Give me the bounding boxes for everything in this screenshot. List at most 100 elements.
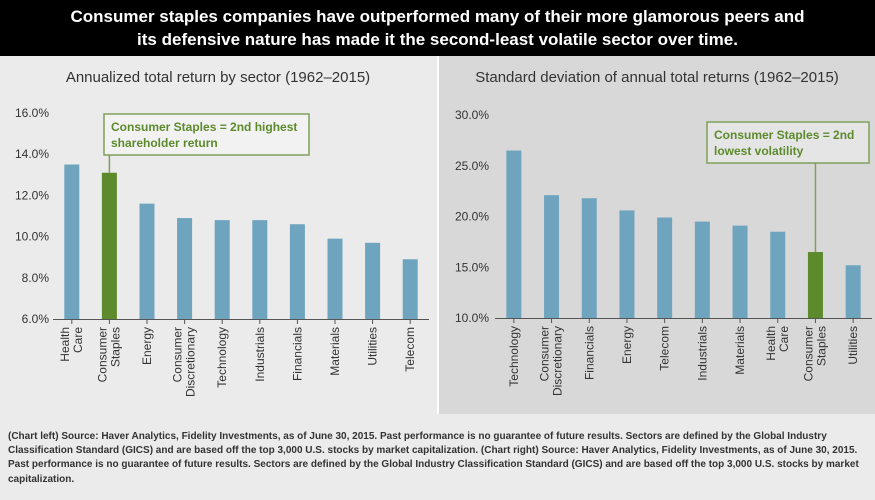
annotation-text: Consumer Staples = 2nd — [714, 128, 854, 142]
x-tick-label-line: Care — [71, 327, 85, 353]
x-tick-label: Industrials — [695, 326, 709, 381]
headline-line-1: Consumer staples companies have outperfo… — [70, 7, 805, 26]
volatility-by-sector-chart: Standard deviation of annual total retur… — [455, 69, 872, 396]
bar-industrials — [694, 221, 710, 318]
bar-consumer-staples — [101, 172, 117, 319]
x-tick-label: Materials — [328, 327, 342, 376]
x-tick-label-group: Financials — [290, 327, 304, 381]
x-tick-label-line: Consumer — [801, 326, 815, 381]
x-tick-label-line: Consumer — [171, 327, 185, 382]
x-tick-label-line: Financials — [582, 326, 596, 380]
x-tick-label: Technology — [215, 327, 229, 388]
x-tick-label-group: Materials — [733, 326, 747, 375]
x-tick-label-line: Energy — [620, 326, 634, 364]
x-tick-label-line: Consumer — [538, 326, 552, 381]
x-tick-label: Energy — [140, 327, 154, 365]
x-tick-label-line: Materials — [733, 326, 747, 375]
y-tick-label: 30.0% — [455, 108, 489, 122]
annotation-text: Consumer Staples = 2nd highest — [111, 120, 297, 134]
return-by-sector-chart: Annualized total return by sector (1962–… — [15, 69, 429, 397]
x-tick-label: Financials — [290, 327, 304, 381]
x-tick-label: ConsumerDiscretionary — [171, 327, 198, 397]
y-tick-label: 14.0% — [15, 147, 49, 161]
x-tick-label: Financials — [582, 326, 596, 380]
x-tick-label-group: Energy — [620, 326, 634, 364]
x-tick-label-group: Utilities — [366, 327, 380, 366]
bar-consumer-discretionary — [544, 195, 560, 318]
x-tick-label: Utilities — [366, 327, 380, 366]
x-tick-label-group: ConsumerDiscretionary — [538, 326, 565, 396]
x-tick-label-group: Industrials — [253, 327, 267, 382]
chart-title: Standard deviation of annual total retur… — [475, 69, 839, 86]
x-tick-label-line: Staples — [814, 326, 828, 366]
x-tick-label: Industrials — [253, 327, 267, 382]
bar-telecom — [402, 259, 418, 319]
annotation-text: lowest volatility — [714, 144, 804, 158]
y-tick-label: 8.0% — [22, 271, 50, 285]
panel-divider — [437, 56, 439, 414]
x-tick-label-group: Energy — [140, 327, 154, 365]
x-tick-label-group: HealthCare — [764, 326, 791, 361]
right-chart-panel: Standard deviation of annual total retur… — [439, 56, 875, 414]
x-tick-label-line: Staples — [108, 327, 122, 367]
x-tick-label-line: Financials — [290, 327, 304, 381]
bar-technology — [506, 150, 522, 318]
bar-consumer-discretionary — [177, 218, 193, 319]
bar-telecom — [657, 217, 673, 318]
x-tick-label: ConsumerStaples — [95, 327, 122, 382]
x-tick-label-group: HealthCare — [58, 327, 85, 362]
annotation-box — [706, 121, 870, 164]
x-tick-label: Energy — [620, 326, 634, 364]
x-tick-label: ConsumerDiscretionary — [538, 326, 565, 396]
headline-banner: Consumer staples companies have outperfo… — [0, 0, 875, 56]
x-tick-label-line: Energy — [140, 327, 154, 365]
x-tick-label-group: ConsumerStaples — [95, 327, 122, 382]
x-tick-label-group: ConsumerStaples — [801, 326, 828, 381]
annotation-box — [103, 113, 310, 156]
x-tick-label: Telecom — [403, 327, 417, 372]
x-tick-label-line: Utilities — [846, 326, 860, 365]
bar-materials — [327, 238, 343, 319]
x-tick-label: Materials — [733, 326, 747, 375]
x-tick-label-line: Telecom — [658, 326, 672, 371]
y-tick-label: 25.0% — [455, 159, 489, 173]
x-tick-label-line: Industrials — [253, 327, 267, 382]
headline-line-2: its defensive nature has made it the sec… — [137, 30, 738, 49]
bar-consumer-staples — [807, 252, 823, 318]
x-tick-label-line: Discretionary — [184, 327, 198, 397]
source-footnote: (Chart left) Source: Haver Analytics, Fi… — [0, 414, 875, 500]
y-tick-label: 15.0% — [455, 260, 489, 274]
chart-title: Annualized total return by sector (1962–… — [66, 69, 370, 86]
x-tick-label: HealthCare — [764, 326, 791, 361]
x-tick-label-line: Industrials — [695, 326, 709, 381]
x-tick-label: Telecom — [658, 326, 672, 371]
x-tick-label-line: Technology — [507, 326, 521, 387]
x-tick-label: HealthCare — [58, 327, 85, 362]
x-tick-label: Technology — [507, 326, 521, 387]
x-tick-label-line: Utilities — [366, 327, 380, 366]
x-tick-label: ConsumerStaples — [801, 326, 828, 381]
x-tick-label: Utilities — [846, 326, 860, 365]
x-tick-label-group: ConsumerDiscretionary — [171, 327, 198, 397]
x-tick-label-line: Care — [777, 326, 791, 352]
x-tick-label-group: Telecom — [658, 326, 672, 371]
x-tick-label-group: Industrials — [695, 326, 709, 381]
x-tick-label-group: Technology — [215, 327, 229, 388]
bar-utilities — [365, 242, 381, 319]
bar-technology — [214, 220, 230, 319]
x-tick-label-line: Telecom — [403, 327, 417, 372]
bar-health-care — [64, 164, 80, 319]
y-tick-label: 10.0% — [15, 230, 49, 244]
bar-materials — [732, 225, 748, 318]
x-tick-label-group: Technology — [507, 326, 521, 387]
y-tick-label: 12.0% — [15, 188, 49, 202]
bar-health-care — [770, 231, 786, 318]
footnote-text: (Chart left) Source: Haver Analytics, Fi… — [8, 431, 859, 485]
x-tick-label-line: Health — [764, 326, 778, 361]
x-tick-label-group: Financials — [582, 326, 596, 380]
bar-energy — [139, 203, 155, 319]
annotation-text: shareholder return — [111, 136, 218, 150]
y-tick-label: 10.0% — [455, 311, 489, 325]
x-tick-label-line: Discretionary — [551, 326, 565, 396]
bar-utilities — [845, 265, 861, 318]
